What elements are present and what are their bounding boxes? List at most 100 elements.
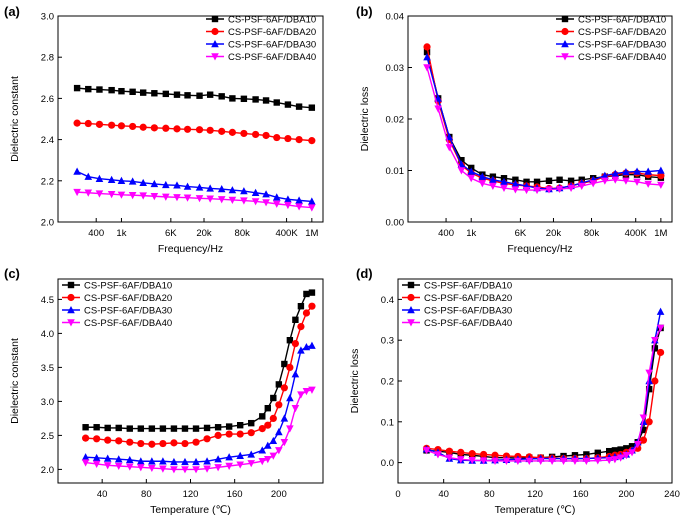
series-line-1 [426,352,662,460]
data-point-0 [284,101,292,108]
data-point-2 [173,181,181,189]
data-point-3 [114,462,123,470]
data-point-3 [434,451,442,459]
data-point-0 [297,303,305,310]
data-point-3 [308,204,316,212]
chart-panel-2: 40 80 120 160 200 2.0 2.5 3.0 3.5 4.0 4.5 Temperatu… [4,266,324,516]
data-point-0 [93,424,100,431]
data-point-2 [489,175,497,183]
x-axis-label: Temperature (℃) [150,504,231,516]
data-point-0 [203,424,211,432]
data-point-2 [137,457,145,465]
data-point-3 [457,167,466,175]
legend-label: CS-PSF-6AF/DBA10 [578,15,666,26]
chart-panel-1: 400 1k 6K 20k 80k 400K 1M 0.00 0.01 0.02 0.03 0.04 F… [356,4,673,255]
data-point-0 [252,96,259,103]
data-point-2 [263,441,272,449]
data-point-1 [297,323,305,331]
data-point-0 [295,103,303,110]
data-point-0 [623,445,630,452]
data-point-2 [240,187,248,195]
data-point-1 [651,377,659,385]
y-tick-label: 0.02 [386,115,405,126]
data-point-2 [114,455,123,463]
data-point-2 [95,174,104,182]
series-line-0 [426,51,661,183]
data-point-1 [480,450,488,459]
data-point-2 [644,167,652,175]
legend-label: CS-PSF-6AF/DBA40 [84,318,172,329]
chart-panel-3: 0 40 80 120 160 200 240 0.0 0.1 0.2 0.3 0.4 Temperat… [349,266,680,516]
legend-label: CS-PSF-6AF/DBA20 [424,293,512,304]
data-point-2 [291,370,300,378]
series-line-2 [426,57,661,190]
y-tick-label: 0.01 [386,166,405,177]
data-point-3 [434,105,442,113]
x-tick-label: 80k [235,228,251,239]
data-point-3 [555,185,564,194]
data-point-3 [150,193,159,201]
data-point-3 [559,457,568,465]
data-point-3 [445,144,454,152]
y-tick-label: 3.0 [41,12,54,23]
data-point-3 [489,182,497,190]
data-point-2 [117,176,126,184]
legend-marker [211,53,219,61]
series-line-2 [426,311,662,462]
data-point-3 [206,195,214,203]
data-point-2 [656,307,665,315]
legend-marker [561,53,569,61]
legend-label: CS-PSF-6AF/DBA30 [424,306,512,317]
data-point-2 [181,457,189,466]
data-point-3 [616,454,625,462]
y-tick-label: 0.00 [386,218,405,229]
data-point-3 [468,456,477,465]
data-point-3 [95,190,104,198]
data-point-1 [308,137,316,145]
series-line-1 [77,122,312,142]
data-point-2 [275,428,283,436]
data-point-0 [196,92,203,99]
series-line-2 [76,170,312,203]
data-point-0 [218,93,225,100]
data-point-3 [192,466,200,474]
data-point-1 [645,418,653,426]
x-tick-label: 6K [515,228,527,239]
data-point-2 [308,197,316,205]
data-point-0 [73,84,81,92]
legend-label: CS-PSF-6AF/DBA30 [228,40,316,51]
y-tick-label: 0.4 [381,295,394,306]
data-point-1 [170,439,178,447]
y-tick-label: 0.03 [386,63,405,74]
data-point-3 [589,180,597,188]
data-point-2 [203,457,211,465]
y-tick-label: 4.0 [41,329,54,340]
data-point-3 [291,405,300,413]
data-point-2 [150,179,159,188]
data-point-3 [159,465,167,473]
legend-label: CS-PSF-6AF/DBA10 [84,281,172,292]
legend-label: CS-PSF-6AF/DBA40 [424,318,512,329]
data-point-3 [467,175,476,183]
y-tick-label: 3.0 [41,397,54,408]
data-point-2 [262,190,270,198]
data-point-3 [548,457,556,465]
data-point-0 [104,424,111,432]
data-point-1 [225,430,233,438]
data-point-0 [423,48,431,56]
data-point-1 [115,437,123,445]
data-point-3 [81,459,90,467]
data-point-1 [269,414,277,422]
data-point-1 [291,340,299,348]
data-point-0 [606,447,613,455]
legend-label: CS-PSF-6AF/DBA20 [228,27,316,38]
data-point-0 [240,95,248,103]
legend-marker [211,40,219,48]
data-point-3 [247,460,256,468]
data-point-0 [645,385,653,393]
y-tick-label: 3.5 [41,363,54,374]
data-point-1 [84,119,92,128]
legend-marker [67,306,75,314]
data-point-0 [594,449,601,457]
data-point-3 [280,439,289,447]
